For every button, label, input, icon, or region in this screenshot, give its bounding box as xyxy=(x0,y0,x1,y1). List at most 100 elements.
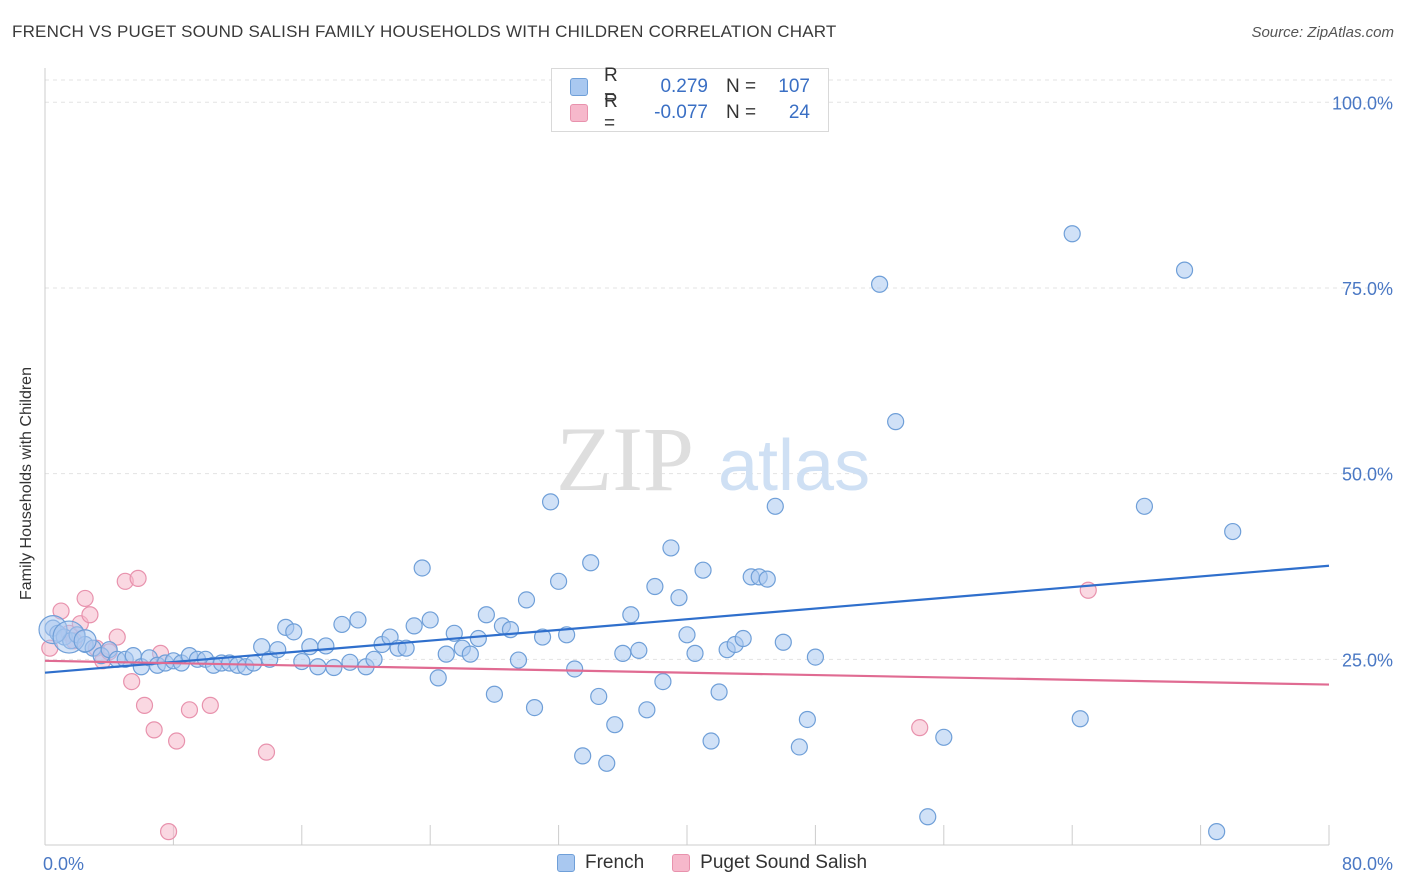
point-french xyxy=(413,559,431,577)
point-french xyxy=(566,660,584,678)
point-french xyxy=(533,628,552,646)
point-french xyxy=(630,641,648,660)
legend-n-value: 24 xyxy=(788,102,810,123)
legend-row-french: R = 0.279 N = 107 xyxy=(570,65,810,108)
point-french xyxy=(622,606,640,624)
point-puget-sound-salish xyxy=(201,696,219,714)
point-puget-sound-salish xyxy=(145,721,163,739)
point-french xyxy=(606,716,624,734)
point-french xyxy=(774,633,792,651)
trend-line-french xyxy=(44,564,1330,674)
point-french xyxy=(437,645,455,663)
point-french xyxy=(349,611,367,629)
legend-item-french[interactable]: French xyxy=(557,852,644,874)
point-french xyxy=(1175,261,1194,279)
series-legend: French Puget Sound Salish xyxy=(557,852,895,874)
point-french xyxy=(758,570,776,588)
point-french xyxy=(574,747,592,765)
axes xyxy=(44,68,1330,846)
legend-r-label: R = xyxy=(604,65,618,108)
y-axis-label: Family Households with Children xyxy=(18,367,35,600)
point-french xyxy=(461,645,479,663)
point-french xyxy=(935,728,953,746)
point-french xyxy=(694,561,712,579)
point-french xyxy=(477,606,495,624)
watermark-zip: ZIP xyxy=(556,408,694,510)
point-french xyxy=(285,623,303,641)
legend-swatch-french xyxy=(557,854,575,872)
point-puget-sound-salish xyxy=(911,719,929,737)
point-puget-sound-salish xyxy=(76,589,94,608)
grid-lines xyxy=(45,79,1392,660)
point-french xyxy=(397,639,415,657)
correlation-legend: R = 0.279 N = 107 R = -0.077 N = 24 xyxy=(551,65,829,134)
point-french xyxy=(1208,823,1226,841)
point-puget-sound-salish xyxy=(129,569,147,587)
point-french xyxy=(790,738,808,756)
point-french xyxy=(598,754,616,772)
watermark: ZIP atlas xyxy=(556,408,870,510)
point-french xyxy=(887,413,905,431)
point-french xyxy=(541,493,560,511)
point-puget-sound-salish xyxy=(180,701,199,719)
point-puget-sound-salish xyxy=(123,673,141,691)
point-french xyxy=(678,626,696,644)
point-french xyxy=(1071,710,1089,728)
trend-lines xyxy=(44,564,1330,686)
legend-n-label: N = xyxy=(726,76,757,97)
point-french xyxy=(766,497,784,515)
point-french xyxy=(734,629,752,648)
point-french xyxy=(870,275,889,293)
point-french xyxy=(293,652,311,671)
point-french xyxy=(333,615,351,634)
legend-item-puget-sound-salish[interactable]: Puget Sound Salish xyxy=(672,852,867,874)
legend-r-value: 0.279 xyxy=(660,76,708,97)
point-french xyxy=(485,685,503,703)
point-french xyxy=(1135,497,1154,515)
point-puget-sound-salish xyxy=(168,732,186,750)
point-french xyxy=(509,651,528,669)
legend-swatch-puget-sound-salish xyxy=(672,854,691,872)
point-french xyxy=(405,617,423,635)
point-french xyxy=(806,648,825,666)
legend-row-puget-sound-salish: R = -0.077 N = 24 xyxy=(570,91,810,134)
y-tick-label: 75.0% xyxy=(1342,279,1393,299)
point-french xyxy=(1224,522,1242,541)
point-french xyxy=(517,591,536,609)
legend-label-french: French xyxy=(585,852,645,873)
point-puget-sound-salish xyxy=(135,696,154,714)
watermark-atlas: atlas xyxy=(718,426,870,506)
point-french xyxy=(646,577,664,596)
point-french xyxy=(269,641,287,659)
point-french xyxy=(590,687,608,706)
point-french xyxy=(702,732,720,750)
x-tick-label: 80.0% xyxy=(1342,854,1393,874)
point-french xyxy=(798,710,816,729)
legend-swatch-puget-sound-salish xyxy=(570,104,588,122)
point-french-cluster xyxy=(73,629,97,653)
legend-r-label: R = xyxy=(604,91,618,134)
point-french xyxy=(429,669,447,687)
point-french xyxy=(365,650,383,668)
point-puget-sound-salish xyxy=(159,823,178,841)
point-french xyxy=(558,626,576,644)
point-french xyxy=(654,673,672,691)
chart-title: FRENCH VS PUGET SOUND SALISH FAMILY HOUS… xyxy=(12,22,837,41)
point-french xyxy=(245,654,263,672)
y-tick-label: 100.0% xyxy=(1332,93,1393,113)
point-french xyxy=(1063,225,1081,243)
point-french xyxy=(317,637,335,655)
point-french xyxy=(710,683,728,701)
legend-swatch-french xyxy=(570,78,588,96)
point-puget-sound-salish xyxy=(108,628,126,646)
source-label: Source: ZipAtlas.com xyxy=(1251,24,1394,41)
x-tick-label: 0.0% xyxy=(43,854,84,874)
point-french xyxy=(662,539,680,557)
point-puget-sound-salish xyxy=(81,606,99,624)
legend-label-puget-sound-salish: Puget Sound Salish xyxy=(700,852,868,873)
series-french-points xyxy=(38,225,1242,841)
point-french xyxy=(614,644,632,662)
point-french xyxy=(325,658,343,677)
tick-labels: 25.0% 50.0% 75.0% 100.0% 0.0% 80.0% xyxy=(43,93,1393,874)
